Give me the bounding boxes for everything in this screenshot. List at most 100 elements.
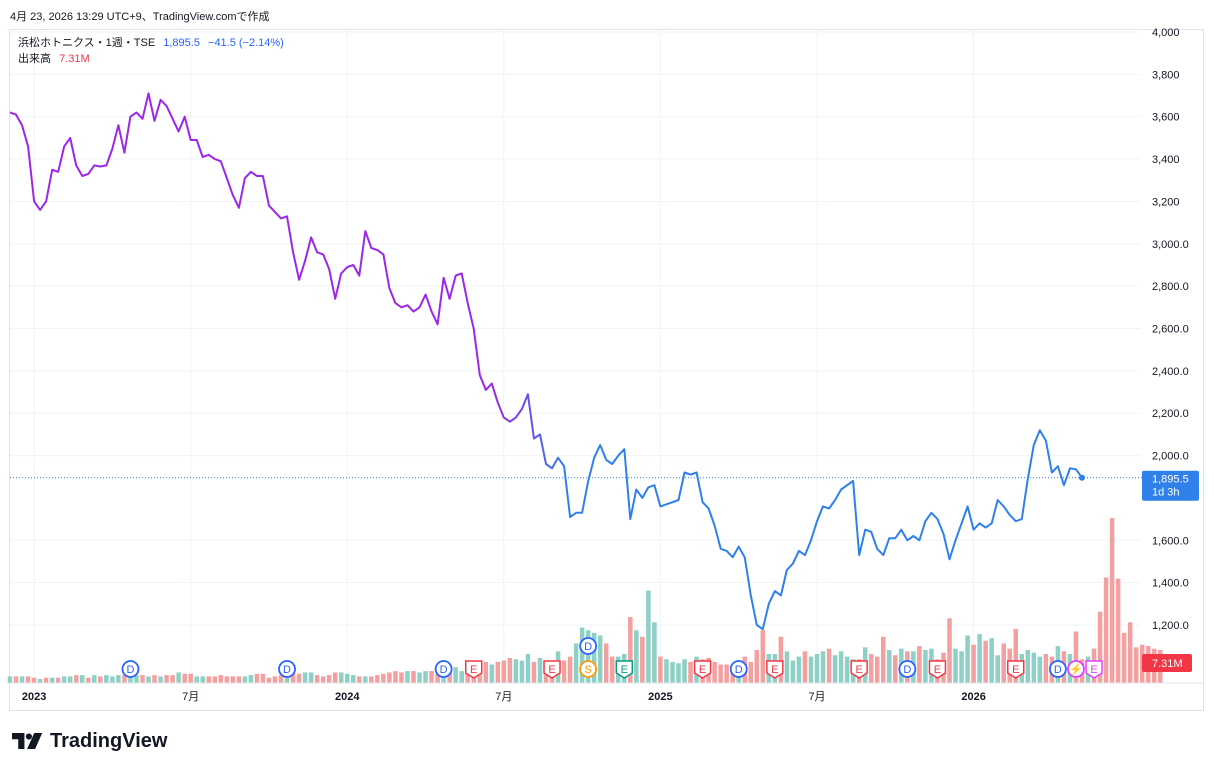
volume-bar	[597, 635, 603, 683]
volume-bar	[218, 675, 224, 683]
earnings-event-icon[interactable]: E	[543, 660, 561, 679]
tradingview-logo[interactable]: TradingView	[12, 729, 167, 753]
dividend-event-icon[interactable]: D	[579, 637, 598, 655]
volume-bar	[1109, 518, 1115, 683]
svg-text:D: D	[735, 664, 743, 676]
volume-bar	[272, 676, 278, 683]
earnings-event-icon[interactable]: E	[1007, 660, 1025, 679]
svg-text:D: D	[126, 664, 134, 676]
dividend-event-icon[interactable]: D	[729, 660, 748, 678]
volume-bar	[682, 659, 687, 683]
volume-bar	[977, 634, 982, 683]
volume-bar	[86, 677, 91, 683]
y-tick-label: 2,200.0	[1152, 408, 1189, 420]
dividend-event-icon[interactable]: D	[434, 660, 453, 678]
svg-text:E: E	[621, 664, 628, 676]
chart-legend: 浜松ホトニクス・1週・TSE 1,895.5 −41.5 (−2.14%) 出来…	[18, 35, 284, 67]
earnings-event-icon[interactable]: E	[850, 660, 868, 679]
news-event-icon[interactable]: ⚡	[1067, 660, 1085, 678]
volume-bar	[453, 667, 458, 683]
volume-bar	[182, 673, 187, 683]
earnings-event-icon[interactable]: E	[464, 660, 483, 679]
volume-bar	[652, 622, 657, 683]
volume-bar	[646, 590, 651, 683]
volume-bar	[561, 660, 567, 683]
volume-bar	[718, 664, 723, 683]
svg-text:E: E	[548, 664, 555, 676]
volume-bar	[92, 675, 97, 683]
volume-bar	[296, 673, 302, 683]
volume-bar	[1013, 628, 1019, 683]
x-tick-label: 7月	[495, 691, 512, 703]
volume-bar	[423, 671, 428, 683]
volume-bar	[332, 672, 338, 683]
svg-text:D: D	[584, 641, 592, 653]
volume-bar	[1133, 647, 1139, 683]
volume-bar	[405, 671, 410, 683]
volume-bar	[320, 676, 326, 683]
y-tick-label: 1,200.0	[1152, 620, 1189, 632]
volume-bar	[965, 635, 970, 683]
legend-symbol[interactable]: 浜松ホトニクス・1週・TSE	[18, 37, 156, 49]
x-tick-label: 2023	[22, 691, 46, 703]
volume-bar	[176, 672, 181, 683]
volume-bar	[98, 676, 103, 683]
volume-bar	[1037, 656, 1043, 683]
volume-bar	[61, 676, 67, 683]
volume-bar	[778, 636, 784, 683]
volume-bar	[158, 676, 163, 683]
volume-bar	[284, 673, 290, 683]
earnings-event-icon[interactable]: E	[928, 660, 947, 679]
svg-text:E: E	[1090, 664, 1097, 676]
volume-bar	[525, 653, 531, 683]
volume-bar	[959, 651, 964, 683]
volume-bar	[640, 636, 645, 683]
svg-text:E: E	[699, 664, 706, 676]
dividend-event-icon[interactable]: D	[121, 660, 140, 678]
svg-text:D: D	[1054, 664, 1062, 676]
volume-bar	[748, 661, 754, 683]
volume-bar	[501, 660, 507, 683]
volume-bar	[814, 653, 820, 683]
y-tick-label: 2,800.0	[1152, 281, 1189, 293]
price-axis[interactable]: 4,000 3,800 3,600 3,400 3,200 3,000.0 2,800.0 2…	[1152, 27, 1189, 632]
earnings-event-icon[interactable]: E	[615, 660, 634, 679]
last-volume-tag: 7.31M	[1142, 654, 1192, 672]
volume-bar	[314, 675, 320, 683]
volume-bar	[507, 657, 513, 683]
y-tick-label: 1,600.0	[1152, 535, 1189, 547]
svg-text:⚡: ⚡	[1069, 663, 1083, 676]
volume-bar	[1115, 578, 1121, 683]
volume-bar	[796, 656, 802, 683]
volume-bar	[152, 675, 157, 683]
svg-text:D: D	[440, 664, 448, 676]
dividend-event-icon[interactable]: D	[1049, 660, 1067, 678]
volume-bar	[212, 676, 218, 683]
event-markers[interactable]: D D D E E SDE E D E E D E E D ⚡ E	[121, 637, 1103, 679]
earnings-event-icon[interactable]: E	[693, 660, 712, 679]
volume-bar	[634, 630, 639, 683]
svg-text:E: E	[771, 664, 778, 676]
volume-bar	[351, 675, 356, 683]
split-event-icon[interactable]: S	[579, 660, 598, 678]
chart-timestamp: 4月 23, 2026 13:29 UTC+9、TradingView.comで…	[10, 11, 270, 23]
volume-bar	[308, 672, 314, 683]
legend-volume-row: 出来高 7.31M	[18, 51, 284, 67]
volume-bar	[260, 673, 266, 683]
svg-text:S: S	[584, 664, 591, 676]
x-tick-label: 7月	[182, 691, 199, 703]
time-axis[interactable]: 2023 7月 2024 7月 2025 7月 2026	[10, 682, 1204, 703]
earnings-event-icon[interactable]: E	[766, 660, 784, 679]
volume-bar	[820, 651, 826, 683]
legend-volume-label[interactable]: 出来高	[18, 53, 51, 65]
dividend-event-icon[interactable]: D	[278, 660, 296, 678]
last-price-tag-value: 1,895.5	[1152, 474, 1189, 486]
volume-bar	[489, 664, 495, 683]
y-tick-label: 3,200	[1152, 196, 1180, 208]
dividend-event-icon[interactable]: D	[898, 660, 917, 678]
volume-bar	[242, 676, 248, 683]
earnings-event-icon[interactable]: E	[1085, 660, 1103, 679]
volume-bar	[923, 650, 928, 683]
volume-bar	[1043, 653, 1049, 683]
